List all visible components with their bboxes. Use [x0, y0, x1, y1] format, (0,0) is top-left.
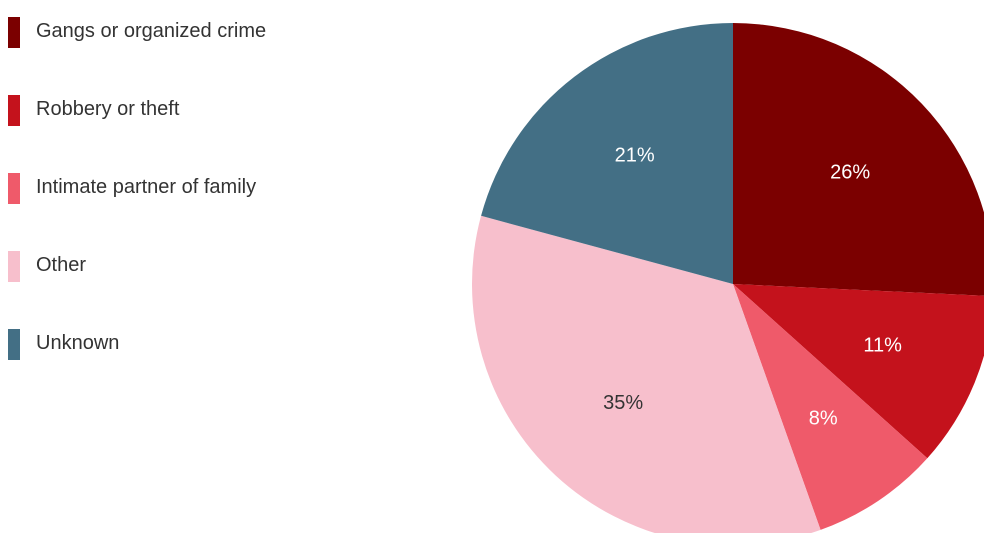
pie-slice-label-intimate-partner-of-family: 8%: [809, 407, 838, 429]
legend-item-unknown: Unknown: [8, 326, 338, 360]
pie-slice-robbery-or-theft: [733, 284, 984, 459]
pie-labels: 26% 11% 8% 35% 21%: [603, 145, 902, 430]
legend: Gangs or organized crime Robbery or thef…: [8, 14, 338, 404]
pie-slice-unknown: [481, 23, 733, 284]
legend-swatch-other: [8, 251, 20, 282]
pie-slice-label-gangs-or-organized-crime: 26%: [830, 161, 870, 183]
pie-slice-gangs-or-organized-crime: [733, 23, 984, 296]
pie-slice-intimate-partner-of-family: [733, 284, 928, 530]
legend-label-other: Other: [36, 254, 87, 276]
legend-swatch-intimate-partner: [8, 173, 20, 204]
legend-item-robbery: Robbery or theft: [8, 92, 338, 126]
pie-slice-label-robbery-or-theft: 11%: [863, 334, 902, 356]
legend-item-other: Other: [8, 248, 338, 282]
legend-swatch-unknown: [8, 329, 20, 360]
pie-slice-label-unknown: 21%: [615, 145, 655, 167]
legend-item-gangs: Gangs or organized crime: [8, 14, 338, 48]
pie-slice-other: [472, 215, 821, 533]
legend-swatch-gangs: [8, 17, 20, 48]
legend-item-intimate-partner: Intimate partner of family: [8, 170, 338, 204]
legend-label-unknown: Unknown: [36, 332, 120, 354]
legend-label-robbery: Robbery or theft: [36, 98, 180, 120]
legend-swatch-robbery: [8, 95, 20, 126]
pie-slice-label-other: 35%: [603, 392, 643, 414]
legend-label-intimate-partner: Intimate partner of family: [36, 176, 257, 198]
legend-label-gangs: Gangs or organized crime: [36, 20, 267, 42]
pie-slices: [472, 23, 984, 533]
